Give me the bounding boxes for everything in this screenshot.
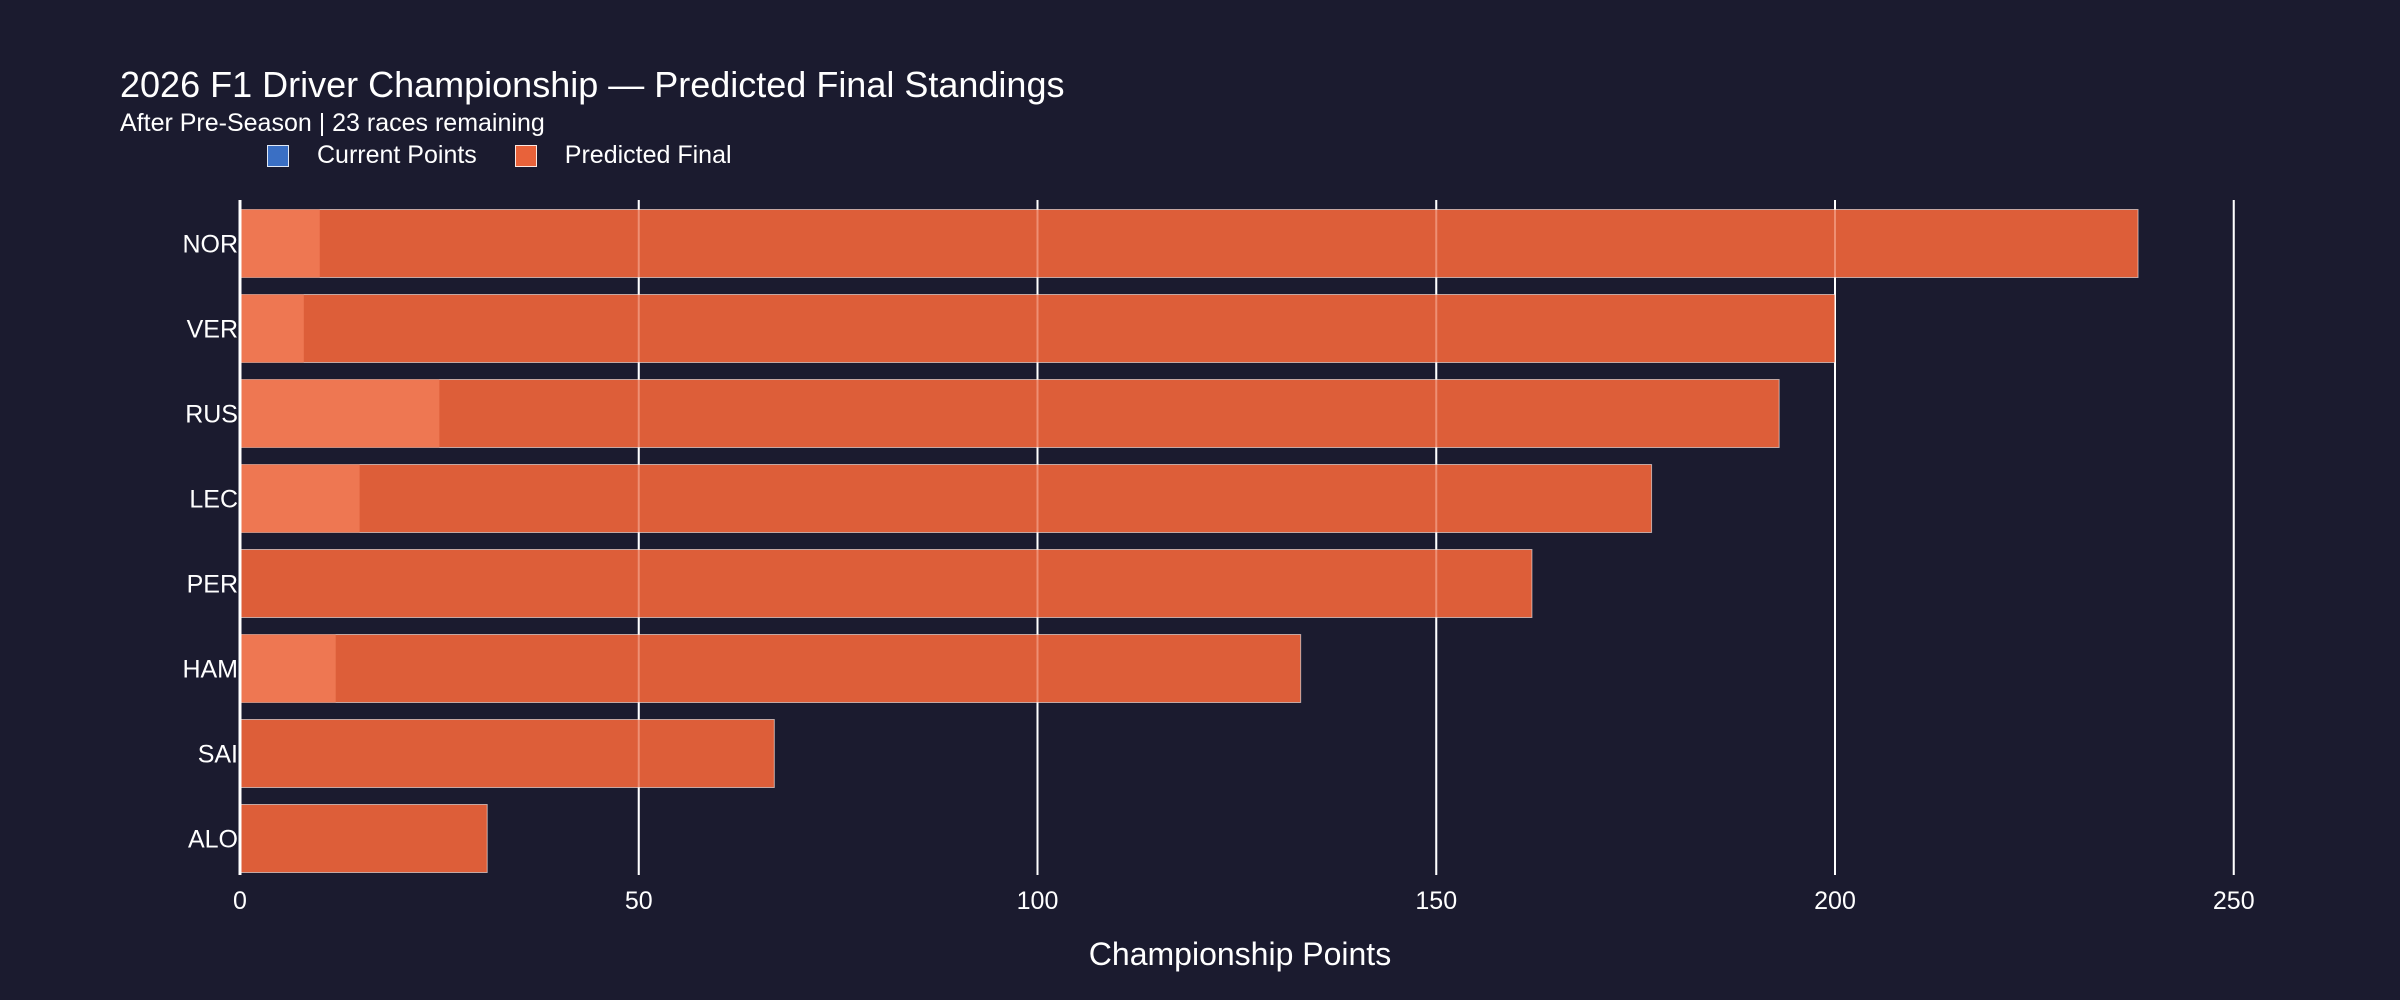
axis-layer: 0 50 100 150 200 250 NOR VER RUS LEC PER HAM SAI ALO — [182, 200, 2255, 915]
legend-label-current: Current Points — [317, 141, 477, 169]
bar-predicted-ver — [239, 294, 1836, 363]
x-tick-label-250: 250 — [2213, 887, 2255, 915]
y-tick-label-alo: ALO — [188, 826, 238, 854]
bar-current-rus — [240, 379, 440, 448]
legend-item-predicted[interactable]: Predicted Final — [514, 141, 732, 170]
bar-predicted-per — [239, 549, 1533, 618]
legend-swatch-predicted — [514, 144, 537, 167]
x-tick-label-0: 0 — [233, 887, 247, 915]
legend-label-predicted: Predicted Final — [564, 141, 732, 169]
bar-current-ham — [240, 634, 336, 703]
y-tick-label-ham: HAM — [182, 656, 238, 684]
x-tick-label-200: 200 — [1814, 887, 1856, 915]
chart-title: 2026 F1 Driver Championship — Predicted … — [120, 64, 1065, 105]
y-tick-label-sai: SAI — [198, 741, 238, 769]
x-axis-title: Championship Points — [1089, 936, 1391, 972]
legend-swatch-current — [267, 144, 289, 167]
bar-predicted-nor — [239, 209, 2139, 278]
bar-predicted-rus — [239, 379, 1780, 448]
x-tick-label-100: 100 — [1017, 887, 1059, 915]
y-tick-label-lec: LEC — [189, 486, 238, 514]
bars-layer — [239, 209, 2139, 873]
bar-current-nor — [240, 209, 320, 278]
y-tick-label-per: PER — [187, 571, 238, 599]
bar-current-lec — [240, 464, 360, 533]
bar-predicted-ham — [239, 634, 1302, 703]
bar-predicted-alo — [239, 804, 488, 873]
bar-predicted-sai — [239, 719, 775, 788]
y-tick-label-ver: VER — [187, 316, 238, 344]
legend-item-current[interactable]: Current Points — [267, 141, 477, 170]
x-tick-label-150: 150 — [1415, 887, 1457, 915]
x-tick-label-50: 50 — [625, 887, 653, 915]
bar-current-ver — [240, 294, 304, 363]
legend: Current Points Predicted Final — [267, 141, 770, 170]
y-tick-label-nor: NOR — [182, 231, 238, 259]
chart-subtitle: After Pre-Season | 23 races remaining — [120, 109, 545, 137]
y-tick-label-rus: RUS — [185, 401, 238, 429]
bar-predicted-lec — [239, 464, 1653, 533]
